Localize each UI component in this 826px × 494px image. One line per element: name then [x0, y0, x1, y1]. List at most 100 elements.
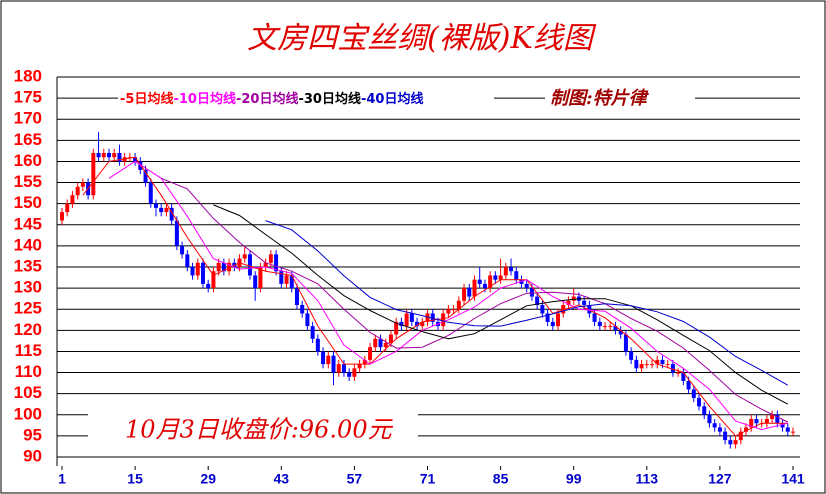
- candle-body: [305, 313, 310, 327]
- marks: [60, 131, 795, 449]
- candle-body: [702, 406, 707, 415]
- candle-body: [190, 267, 195, 276]
- candle-body: [472, 279, 477, 297]
- candle-body: [686, 381, 691, 390]
- y-tick-label: 135: [14, 256, 42, 275]
- candle-body: [571, 296, 576, 301]
- candle-body: [587, 305, 592, 314]
- candle-body: [514, 271, 519, 280]
- y-tick-label: 145: [14, 214, 42, 233]
- x-tick-label: 43: [274, 471, 290, 487]
- candle-body: [227, 262, 232, 272]
- candle-body: [681, 372, 686, 381]
- candle-body: [60, 212, 64, 221]
- y-tick-label: 130: [14, 278, 42, 297]
- candle-body: [623, 334, 628, 352]
- candle-body: [712, 423, 717, 428]
- candle-body: [592, 313, 597, 322]
- candle-body: [603, 326, 608, 328]
- candle-body: [728, 440, 733, 445]
- candle-body: [65, 203, 70, 213]
- candle-body: [321, 351, 326, 365]
- candle-body: [133, 157, 138, 162]
- moving-average: [161, 177, 789, 423]
- x-tick-label: 71: [420, 471, 436, 487]
- candle-body: [697, 397, 702, 407]
- x-tick-label: 127: [708, 471, 732, 487]
- x-tick-label: 99: [566, 471, 582, 487]
- y-tick-label: 90: [23, 446, 42, 465]
- candle-body: [80, 182, 85, 187]
- candle-body: [336, 364, 341, 373]
- y-tick-label: 170: [14, 109, 42, 128]
- candle-body: [561, 305, 566, 314]
- legend-entry: -40日均线: [361, 91, 424, 107]
- candle-body: [96, 153, 101, 158]
- y-tick-label: 140: [14, 235, 42, 254]
- y-tick-label: 150: [14, 193, 42, 212]
- moving-average: [108, 160, 788, 431]
- candle-body: [775, 414, 780, 424]
- legend-entry: -5日均线: [120, 91, 173, 107]
- candle-body: [388, 334, 393, 343]
- candle-body: [148, 182, 153, 204]
- candle-body: [676, 372, 681, 374]
- candle-body: [101, 153, 106, 158]
- credit: 制图:特片律: [550, 88, 650, 109]
- candle-body: [258, 267, 263, 289]
- candle-body: [294, 288, 299, 305]
- candle-body: [300, 305, 305, 314]
- candle-body: [754, 419, 759, 424]
- candle-body: [180, 245, 185, 255]
- candle-body: [409, 313, 414, 322]
- candle-body: [143, 169, 148, 183]
- candle-body: [738, 431, 743, 441]
- legend-entry: -10日均线: [173, 91, 236, 107]
- candle-body: [279, 271, 284, 284]
- candle-body: [613, 326, 618, 331]
- x-tick-label: 85: [493, 471, 509, 487]
- moving-average: [265, 220, 789, 386]
- candle-body: [221, 262, 226, 272]
- candle-body: [383, 343, 388, 348]
- x-tick-label: 141: [781, 471, 805, 487]
- candle-body: [744, 427, 749, 432]
- candle-body: [529, 288, 534, 297]
- annotation-bg: [88, 414, 418, 448]
- candle-body: [545, 313, 550, 322]
- candle-body: [75, 186, 80, 196]
- x-tick-label: 15: [127, 471, 143, 487]
- candle-body: [618, 330, 623, 335]
- candle-body: [352, 368, 357, 377]
- candle-body: [263, 262, 268, 267]
- candle-body: [770, 414, 775, 419]
- moving-average: [82, 156, 788, 437]
- candle-body: [707, 414, 712, 424]
- candle-body: [211, 271, 216, 289]
- annotation: 10月3日收盘价:96.00元: [125, 416, 394, 444]
- candle-body: [378, 338, 383, 348]
- candle-body: [535, 296, 540, 305]
- candle-body: [650, 364, 655, 366]
- candle-body: [315, 338, 320, 352]
- y-tick-label: 110: [15, 362, 42, 381]
- candle-body: [540, 305, 545, 314]
- y-tick-label: 105: [14, 383, 42, 402]
- candle-body: [368, 347, 373, 360]
- candle-body: [331, 355, 336, 373]
- candle-body: [482, 283, 487, 289]
- candle-body: [399, 321, 404, 327]
- candle-body: [106, 153, 111, 158]
- candle-body: [289, 275, 294, 289]
- candle-body: [446, 309, 451, 314]
- candle-body: [195, 262, 200, 276]
- candle-body: [629, 351, 634, 360]
- credit-bg: [545, 84, 695, 112]
- candle-body: [164, 207, 169, 213]
- y-tick-label: 155: [14, 172, 42, 191]
- candle-body: [780, 423, 785, 428]
- candle-body: [493, 275, 498, 280]
- legend: -5日均线-10日均线-20日均线-30日均线-40日均线: [120, 91, 423, 107]
- candle-body: [326, 355, 331, 365]
